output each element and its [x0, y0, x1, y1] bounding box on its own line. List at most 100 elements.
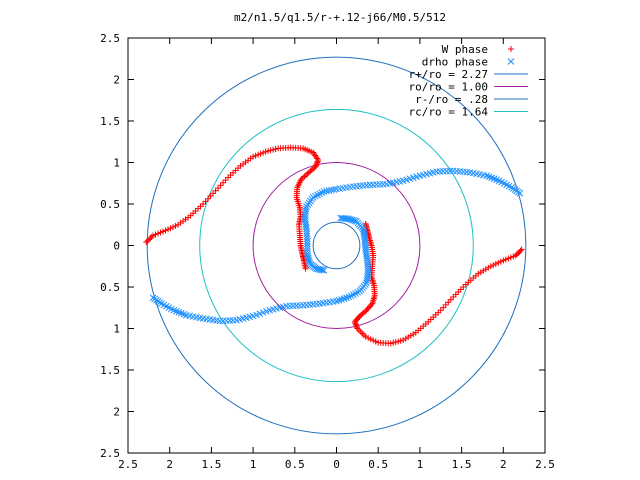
data-point [365, 334, 372, 341]
data-point [319, 266, 326, 274]
circle-1 [252, 162, 421, 329]
data-point [485, 264, 492, 271]
data-point [265, 148, 272, 155]
data-point [370, 337, 377, 344]
data-point [272, 146, 279, 153]
x-tick-label: 2 [500, 458, 507, 471]
data-point [400, 337, 407, 344]
circle-3 [199, 108, 474, 383]
data-point [305, 256, 313, 264]
data-point [337, 214, 345, 222]
circle-2 [312, 221, 361, 270]
circles-layer [146, 56, 527, 435]
data-point [162, 227, 169, 234]
data-point [497, 258, 504, 265]
x-tick-label: 0.5 [285, 458, 305, 471]
y-tick-label: 2 [113, 74, 120, 87]
data-point [160, 228, 167, 235]
data-point [407, 332, 414, 339]
data-point [144, 237, 151, 244]
data-point [354, 325, 361, 332]
data-point [445, 299, 452, 306]
x-tick-label: 2.5 [118, 458, 138, 471]
data-point [392, 339, 399, 346]
legend-marker [507, 58, 515, 65]
data-point [477, 269, 484, 276]
data-point [490, 262, 497, 269]
data-point [210, 190, 217, 197]
data-point [360, 227, 367, 235]
data-point [492, 260, 499, 267]
data-point [353, 322, 360, 329]
data-point [367, 336, 374, 343]
data-point [255, 151, 262, 158]
data-point [146, 236, 153, 243]
data-point [390, 339, 397, 346]
data-point [397, 337, 404, 344]
data-point [212, 187, 219, 194]
data-point [207, 193, 214, 200]
data-point [170, 224, 177, 231]
legend-label: drho phase [422, 56, 488, 69]
data-point [167, 225, 174, 232]
y-tick-label: 1.5 [100, 364, 120, 377]
data-point [303, 240, 311, 248]
data-point [262, 148, 269, 155]
data-point [202, 198, 209, 205]
data-point [315, 157, 322, 164]
data-point [148, 233, 155, 240]
data-point [375, 339, 382, 346]
data-point [303, 250, 311, 258]
data-point [302, 172, 309, 179]
data-point [304, 254, 312, 262]
data-point [412, 329, 419, 336]
data-point [150, 232, 157, 239]
legend-label: W phase [442, 43, 488, 56]
y-tick-label: 1 [113, 157, 120, 170]
data-point [480, 267, 487, 274]
data-point [495, 259, 502, 266]
data-point [410, 331, 417, 338]
data-point [155, 230, 162, 237]
data-point [313, 160, 320, 167]
data-point [303, 245, 311, 253]
data-point [314, 159, 321, 166]
legend-label: r-/ro = .28 [415, 93, 488, 106]
data-point [353, 324, 360, 331]
data-point [267, 147, 274, 154]
y-tick-label: 1 [113, 323, 120, 336]
data-point [314, 158, 321, 165]
series-drho-phase [149, 167, 524, 325]
data-point [507, 254, 514, 261]
data-point [301, 173, 308, 180]
data-point [512, 252, 519, 259]
data-point [320, 267, 328, 274]
y-tick-label: 0.5 [100, 281, 120, 294]
data-point [205, 195, 212, 202]
y-tick-label: 2.5 [100, 32, 120, 45]
data-point [487, 263, 494, 270]
legend-label: rc/ro = 1.64 [409, 106, 489, 119]
x-tick-label: 1.5 [201, 458, 221, 471]
y-tick-label: 2 [113, 406, 120, 419]
y-tick-label: 1.5 [100, 115, 120, 128]
y-tick-label: 0 [113, 240, 120, 253]
y-tick-label: 0.5 [100, 198, 120, 211]
data-point [303, 235, 311, 243]
data-point [215, 185, 222, 192]
data-point [303, 242, 311, 250]
ticks-layer: 2.5 2 1.5 1 0.5 0 0.5 1 1.5 2 2.52.521.510.500.511… [100, 32, 555, 471]
x-tick-label: 2.5 [535, 458, 555, 471]
data-point [147, 235, 154, 242]
data-point [143, 239, 150, 246]
data-point [157, 229, 164, 236]
data-point [260, 149, 267, 156]
series-w-phase [143, 144, 525, 347]
data-point [304, 252, 312, 260]
x-tick-label: 1 [417, 458, 424, 471]
data-point [482, 266, 489, 273]
data-point [250, 153, 257, 160]
data-point [217, 182, 224, 189]
x-tick-label: 1 [250, 458, 257, 471]
